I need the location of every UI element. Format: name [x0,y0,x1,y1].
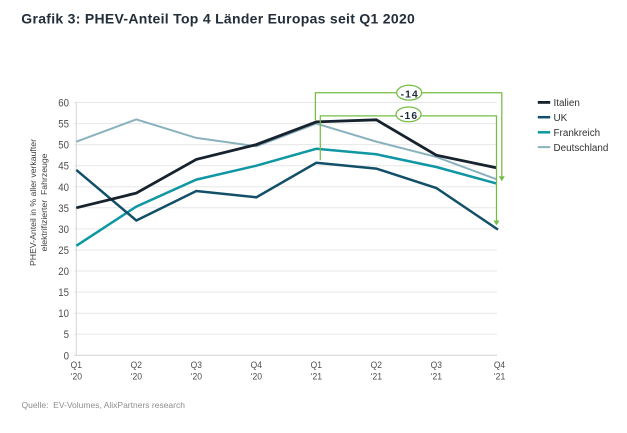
svg-text:30: 30 [58,224,69,236]
svg-text:60: 60 [58,98,69,110]
svg-text:‘21: ‘21 [431,372,443,383]
svg-text:50: 50 [58,140,69,152]
svg-text:‘20: ‘20 [71,372,83,383]
svg-text:‘20: ‘20 [191,372,203,383]
svg-text:55: 55 [58,119,69,131]
svg-text:35: 35 [58,203,69,215]
svg-text:Grafik 3: PHEV-Anteil Top 4 Lä: Grafik 3: PHEV-Anteil Top 4 Länder Europ… [21,10,415,26]
svg-text:25: 25 [58,245,69,257]
svg-text:‘21: ‘21 [494,372,506,383]
svg-text:elektrifizierter Fahrzeuge: elektrifizierter Fahrzeuge [39,153,49,251]
svg-text:UK: UK [554,113,568,124]
svg-text:45: 45 [58,161,69,173]
svg-text:PHEV-Anteil in % aller verkauf: PHEV-Anteil in % aller verkaufter [28,139,38,266]
svg-text:20: 20 [58,266,69,278]
svg-text:-14: -14 [401,90,419,101]
svg-text:Q2: Q2 [131,360,142,371]
svg-text:Italien: Italien [554,98,580,109]
svg-text:-16: -16 [400,111,418,122]
svg-text:‘20: ‘20 [251,372,263,383]
svg-text:0: 0 [64,350,69,362]
svg-text:Q4: Q4 [494,360,506,371]
svg-text:Q1: Q1 [311,360,322,371]
svg-text:Frankreich: Frankreich [554,128,601,139]
svg-text:Q2: Q2 [371,360,382,371]
svg-text:‘21: ‘21 [311,372,323,383]
svg-text:Deutschland: Deutschland [554,143,609,154]
svg-text:‘21: ‘21 [371,372,383,383]
svg-text:15: 15 [58,287,69,299]
svg-text:Q1: Q1 [71,360,82,371]
svg-text:10: 10 [58,308,69,320]
svg-text:Quelle: EV-Volumes, AlixPartn: Quelle: EV-Volumes, AlixPartners researc… [22,400,186,410]
svg-text:Q4: Q4 [251,360,263,371]
svg-text:Q3: Q3 [431,360,442,371]
svg-text:40: 40 [58,182,69,194]
svg-text:‘20: ‘20 [131,372,143,383]
svg-text:Q3: Q3 [191,360,202,371]
svg-text:5: 5 [64,329,69,341]
